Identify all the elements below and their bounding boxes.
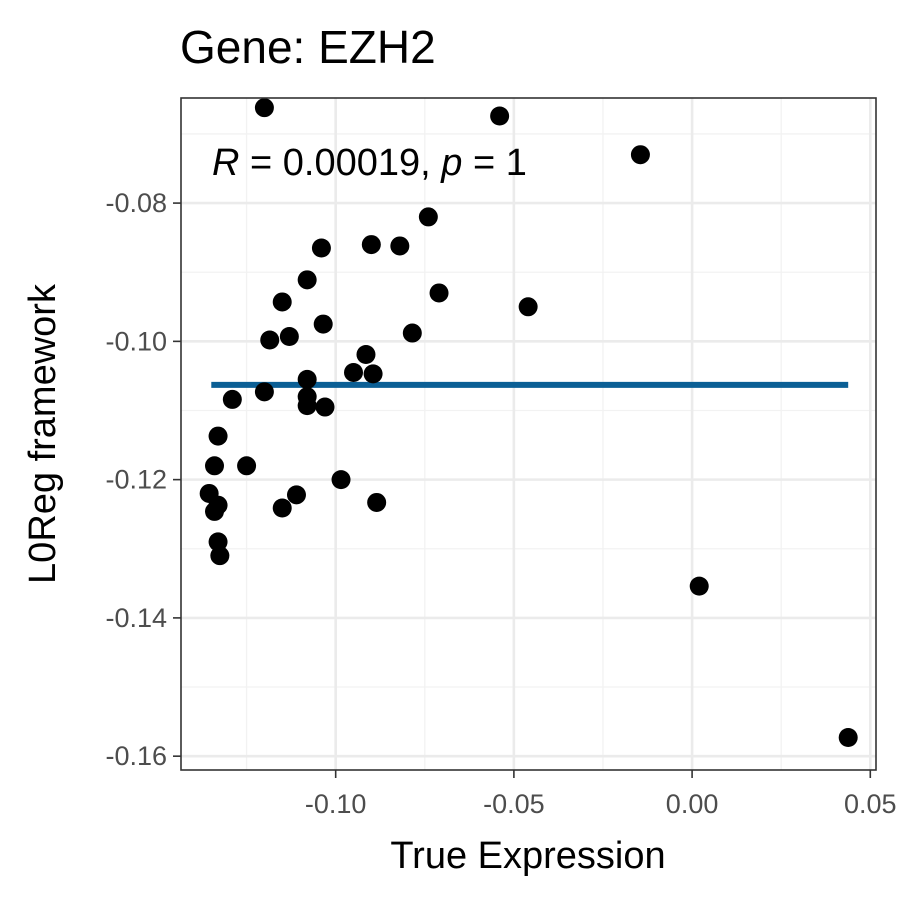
data-point <box>272 292 292 312</box>
correlation-annotation: R = 0.00019, p = 1 <box>212 142 527 184</box>
data-point <box>315 397 335 417</box>
r-value: = 0.00019, <box>239 142 441 184</box>
data-point <box>254 382 274 402</box>
data-point <box>279 327 299 347</box>
r-label: R <box>212 142 239 184</box>
data-point <box>402 323 422 343</box>
data-point <box>367 492 387 512</box>
chart-title: Gene: EZH2 <box>180 21 436 73</box>
data-point <box>260 330 280 350</box>
data-point <box>429 283 449 303</box>
data-point <box>205 456 225 476</box>
data-point <box>205 501 225 521</box>
x-axis-title: True Expression <box>390 835 665 877</box>
x-tick-label: -0.10 <box>305 789 367 819</box>
data-point <box>254 98 274 118</box>
data-point <box>222 389 242 409</box>
data-point <box>518 297 538 317</box>
data-point <box>390 236 410 256</box>
p-value: = 1 <box>462 142 526 184</box>
data-point <box>630 145 650 165</box>
x-tick-label: 0.00 <box>666 789 719 819</box>
x-tick-label: 0.05 <box>844 789 897 819</box>
p-label: p <box>440 142 462 184</box>
data-point <box>838 728 858 748</box>
y-tick-label: -0.16 <box>105 741 167 771</box>
data-point <box>363 364 383 384</box>
y-tick-label: -0.14 <box>105 603 167 633</box>
data-point <box>331 470 351 490</box>
data-point <box>208 532 228 552</box>
data-point <box>356 344 376 364</box>
y-axis-title: L0Reg framework <box>22 283 64 584</box>
data-point <box>418 207 438 227</box>
data-point <box>311 238 331 258</box>
data-point <box>344 362 364 382</box>
data-point <box>689 576 709 596</box>
data-point <box>313 314 333 334</box>
data-point <box>297 396 317 416</box>
data-point <box>361 235 381 255</box>
data-point <box>297 369 317 389</box>
data-point <box>210 546 230 566</box>
y-tick-label: -0.08 <box>105 188 167 218</box>
axis-ticks: -0.10 -0.05 0.00 0.05 -0.16 -0.14 -0.12 -0.10 -0… <box>105 188 896 819</box>
data-point <box>286 485 306 505</box>
data-point <box>297 270 317 290</box>
data-point <box>208 426 228 446</box>
plot-panel <box>181 98 876 770</box>
data-point <box>272 498 292 518</box>
x-tick-label: -0.05 <box>483 789 545 819</box>
points-layer <box>199 98 858 748</box>
y-tick-label: -0.10 <box>105 326 167 356</box>
data-point <box>490 106 510 126</box>
y-tick-label: -0.12 <box>105 465 167 495</box>
panel-border <box>180 97 877 771</box>
data-point <box>237 456 257 476</box>
major-gridlines <box>181 98 876 770</box>
